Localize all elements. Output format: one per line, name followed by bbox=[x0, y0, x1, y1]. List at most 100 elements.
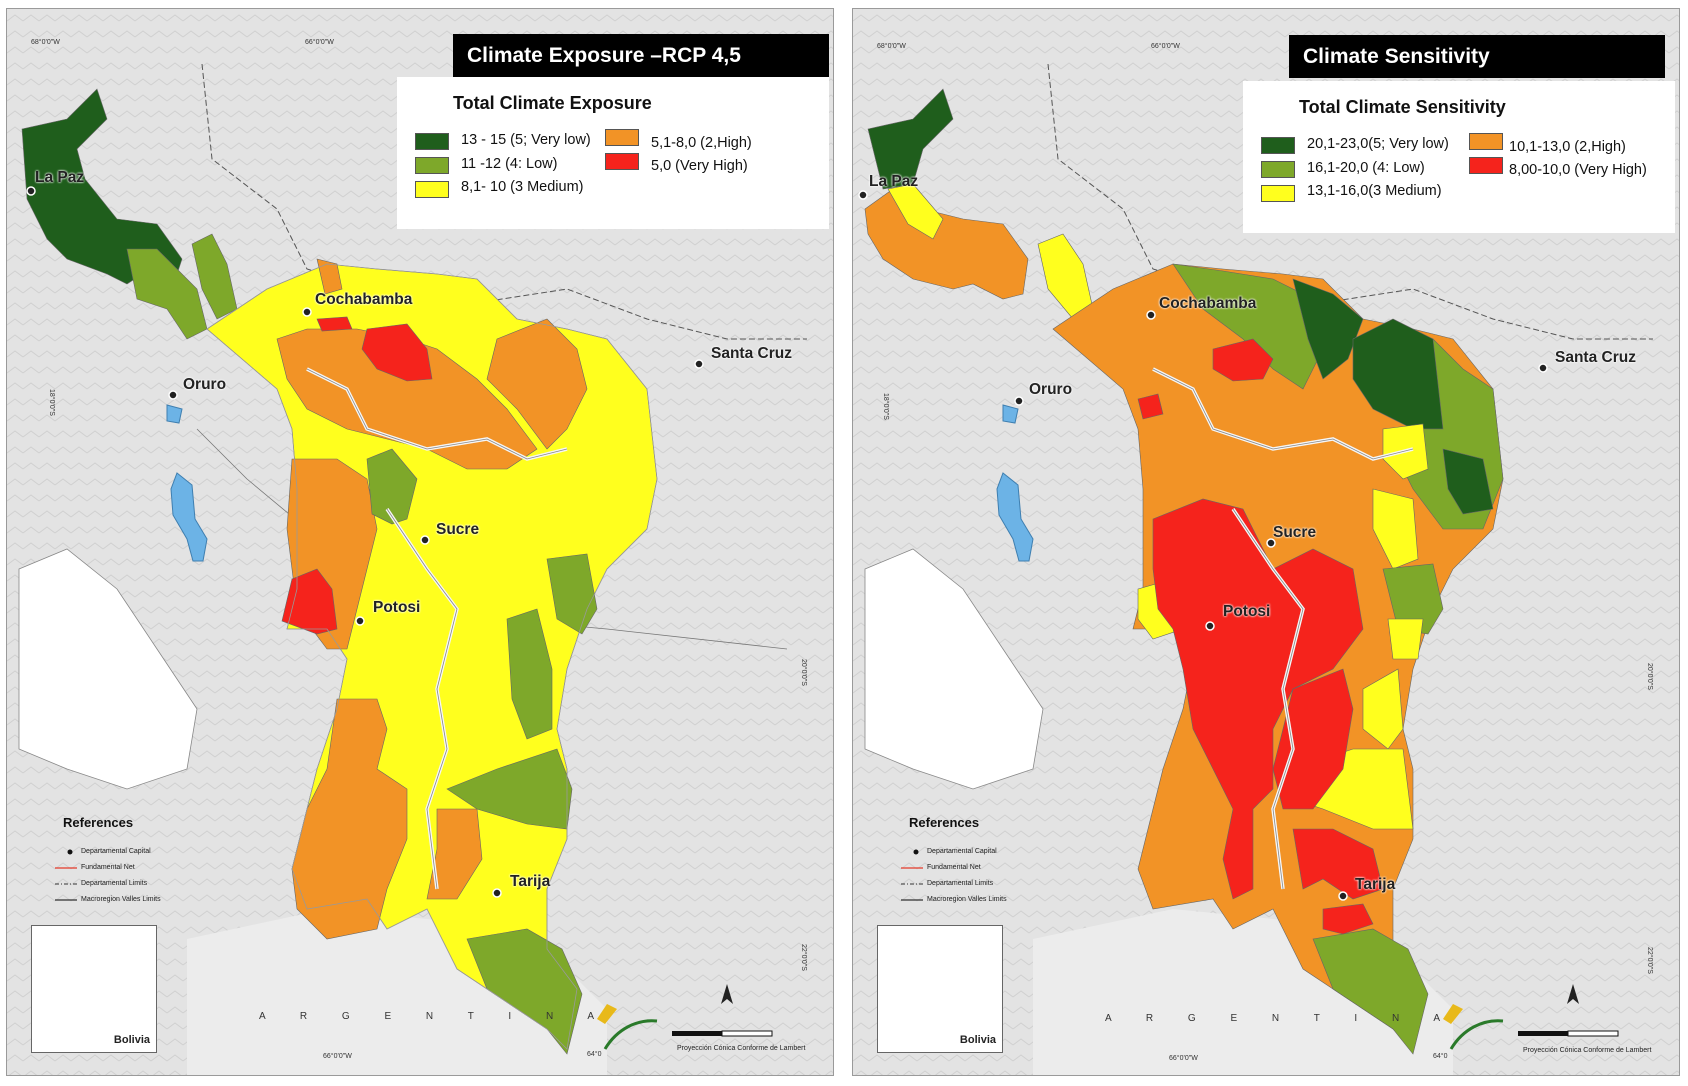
legend-swatch-high bbox=[1469, 133, 1503, 150]
macroregion-limit bbox=[1152, 368, 1414, 460]
projection-label: Proyección Cónica Conforme de Lambert bbox=[677, 1045, 806, 1052]
references-title: References bbox=[909, 815, 980, 830]
coord-label: 22°0'0"S bbox=[800, 944, 807, 971]
capital-marker bbox=[694, 359, 704, 369]
coord-label: 64°0 bbox=[587, 1051, 602, 1058]
region-very-high bbox=[1212, 338, 1274, 382]
region-low bbox=[1312, 928, 1429, 1055]
scale-bar bbox=[721, 1030, 773, 1037]
legend-label: 5,0 (Very High) bbox=[651, 158, 748, 174]
coord-label: 66°0'0"W bbox=[323, 1053, 352, 1060]
coord-label: 20°0'0"S bbox=[1646, 663, 1653, 690]
fan-logo-icon bbox=[1443, 1004, 1504, 1050]
reference-item: Departamental Limits bbox=[81, 880, 148, 887]
city-label-tarija: Tarija bbox=[1355, 876, 1396, 893]
macroregion-limit bbox=[206, 263, 658, 1050]
coord-label: 22°0'0"S bbox=[1646, 947, 1653, 974]
city-label-la-paz: La Paz bbox=[35, 169, 85, 186]
coord-label: 66°0'0"W bbox=[1169, 1055, 1198, 1062]
region-very-high bbox=[1322, 903, 1374, 935]
region-high bbox=[486, 318, 588, 450]
capital-marker bbox=[168, 390, 178, 400]
reference-item: Macroregion Valles Limits bbox=[81, 896, 161, 903]
city-label-santa-cruz: Santa Cruz bbox=[1555, 349, 1636, 366]
coord-label: 66°0'0"W bbox=[305, 39, 334, 46]
capital-marker bbox=[1266, 538, 1276, 548]
legend-swatch-medium bbox=[415, 181, 449, 198]
country-label: A R G E N T I N A bbox=[1105, 1013, 1457, 1024]
legend-swatch-very-high bbox=[605, 153, 639, 170]
capital-marker bbox=[26, 186, 36, 196]
capital-marker bbox=[1146, 310, 1156, 320]
coord-label: 68°0'0"W bbox=[31, 39, 60, 46]
legend-label: 5,1-8,0 (2,High) bbox=[651, 135, 752, 151]
capital-marker bbox=[858, 190, 868, 200]
capital-marker bbox=[492, 888, 502, 898]
coord-label: 66°0'0"W bbox=[1151, 43, 1180, 50]
capital-marker bbox=[355, 616, 365, 626]
reference-item: Departamental Capital bbox=[927, 848, 997, 855]
fan-logo-icon bbox=[597, 1004, 658, 1050]
region-very-high bbox=[1272, 668, 1354, 810]
region-low bbox=[1172, 263, 1324, 390]
legend-swatch-high bbox=[605, 129, 639, 146]
city-label-potosi: Potosi bbox=[1223, 603, 1271, 620]
lake bbox=[170, 472, 208, 562]
capital-marker bbox=[420, 535, 430, 545]
legend-swatch-low bbox=[1261, 161, 1295, 178]
city-label-sucre: Sucre bbox=[436, 521, 480, 538]
city-label-oruro: Oruro bbox=[1029, 381, 1073, 398]
inset-label: Bolivia bbox=[959, 1034, 996, 1046]
region-very-high bbox=[1137, 393, 1164, 420]
legend-label: 10,1-13,0 (2,High) bbox=[1509, 139, 1626, 155]
city-label-oruro: Oruro bbox=[183, 376, 227, 393]
region-low bbox=[506, 608, 553, 740]
legend-label: 8,00-10,0 (Very High) bbox=[1509, 162, 1647, 178]
north-arrow-icon bbox=[1567, 984, 1579, 1004]
coord-label: 18°0'0"S bbox=[48, 389, 55, 416]
region-medium bbox=[887, 183, 944, 240]
macroregion-limit bbox=[1232, 508, 1304, 890]
legend-label: 16,1-20,0 (4: Low) bbox=[1307, 160, 1425, 176]
macroregion-limit bbox=[306, 368, 568, 460]
coord-label: 20°0'0"S bbox=[800, 659, 807, 686]
legend-label: 13 - 15 (5; Very low) bbox=[461, 132, 591, 148]
region-very-low bbox=[1292, 278, 1364, 380]
references-legend: References Departamental Capital Fundame… bbox=[47, 815, 191, 915]
coord-label: 18°0'0"S bbox=[882, 393, 889, 420]
coord-label: 68°0'0"W bbox=[877, 43, 906, 50]
region-low bbox=[546, 553, 598, 635]
ref-capital-symbol bbox=[67, 849, 73, 855]
inset-label: Bolivia bbox=[113, 1034, 150, 1046]
region-very-low bbox=[867, 88, 954, 190]
region-very-high bbox=[316, 316, 353, 332]
city-label-santa-cruz: Santa Cruz bbox=[711, 345, 792, 362]
city-label-la-paz: La Paz bbox=[869, 173, 919, 190]
region-very-low bbox=[21, 88, 183, 285]
region-very-high bbox=[281, 568, 338, 635]
map-title: Climate Exposure –RCP 4,5 bbox=[453, 34, 829, 77]
region-very-high bbox=[1152, 498, 1364, 900]
references-legend: References Departamental Capital Fundame… bbox=[893, 815, 1037, 915]
inset-map: Bolivia bbox=[877, 925, 1003, 1053]
reference-item: Macroregion Valles Limits bbox=[927, 896, 1007, 903]
legend-swatch-medium bbox=[1261, 185, 1295, 202]
region-very-high bbox=[361, 323, 433, 382]
legend-swatch-very-low bbox=[1261, 137, 1295, 154]
region-high bbox=[316, 258, 343, 295]
lake bbox=[996, 472, 1034, 562]
legend-title: Total Climate Exposure bbox=[453, 93, 652, 113]
city-label-cochabamba: Cochabamba bbox=[315, 291, 413, 308]
country-label: A R G E N T I N A bbox=[259, 1011, 611, 1022]
reference-item: Departamental Capital bbox=[81, 848, 151, 855]
coord-label: 64°0 bbox=[1433, 1053, 1448, 1060]
scale-bar bbox=[1518, 1031, 1568, 1036]
legend-swatch-very-low bbox=[415, 133, 449, 150]
region-low bbox=[366, 448, 418, 525]
references-title: References bbox=[63, 815, 134, 830]
city-label-potosi: Potosi bbox=[373, 599, 421, 616]
capital-marker bbox=[1538, 363, 1548, 373]
city-label-tarija: Tarija bbox=[510, 873, 551, 890]
north-arrow-icon bbox=[721, 984, 733, 1004]
chile-area bbox=[864, 548, 1044, 790]
